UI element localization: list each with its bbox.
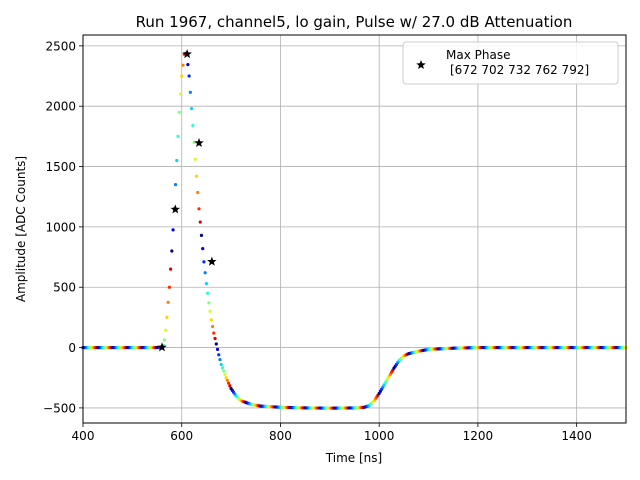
legend: Max Phase [672 702 732 762 792]	[402, 41, 619, 85]
sample-point	[178, 92, 183, 96]
y-tick-label: −500	[43, 401, 76, 415]
sample-point	[225, 378, 229, 383]
sample-point	[176, 134, 180, 138]
sample-point	[167, 285, 171, 289]
sample-point	[162, 338, 167, 342]
sample-point	[180, 74, 184, 78]
sample-point	[208, 309, 212, 313]
sample-point	[228, 384, 232, 388]
max-phase-markers	[157, 49, 217, 352]
sample-point	[171, 228, 175, 232]
sample-point	[196, 190, 200, 195]
sample-point	[169, 267, 173, 271]
y-tick-label: 1000	[45, 220, 76, 234]
max-phase-star	[182, 49, 192, 59]
grid	[82, 35, 626, 423]
scatter-points	[81, 51, 628, 410]
sample-point	[202, 260, 206, 264]
sample-point	[203, 271, 207, 275]
y-tick-label: 500	[53, 281, 76, 295]
y-tick-label: 2000	[45, 100, 76, 114]
sample-point	[192, 140, 196, 145]
sample-point	[217, 353, 221, 357]
sample-point	[177, 110, 181, 114]
max-phase-star	[157, 342, 167, 352]
max-phase-star	[194, 138, 204, 148]
sample-point	[212, 331, 216, 335]
max-phase-star	[170, 204, 181, 214]
sample-point	[199, 233, 204, 237]
x-tick-label: 1400	[561, 429, 592, 443]
sample-point	[210, 324, 215, 329]
sample-point	[207, 301, 211, 305]
sample-point	[190, 107, 194, 111]
sample-point	[227, 381, 231, 385]
legend-label-line2: [672 702 732 762 792]	[450, 63, 589, 77]
sample-point	[194, 174, 199, 178]
x-axis-label: Time [ns]	[325, 451, 382, 465]
legend-label-line1: Max Phase	[446, 48, 510, 62]
sample-point	[193, 157, 197, 161]
y-tick-label: 2500	[45, 39, 76, 53]
y-axis-label: Amplitude [ADC Counts]	[14, 156, 28, 302]
sample-point	[165, 315, 169, 319]
x-tick-label: 400	[72, 429, 95, 443]
sample-point	[209, 318, 213, 322]
sample-point	[197, 207, 201, 211]
sample-point	[191, 123, 195, 128]
max-phase-star	[207, 256, 217, 266]
sample-point	[198, 220, 202, 224]
y-tick-label: 0	[68, 341, 76, 355]
sample-point	[173, 183, 178, 187]
y-axis-ticks: −500 0 500 1000 1500 2000 2500	[43, 39, 83, 415]
sample-point	[201, 247, 205, 251]
legend-box	[402, 41, 619, 85]
sample-point	[220, 366, 225, 370]
sample-point	[223, 372, 227, 377]
x-tick-label: 800	[269, 429, 292, 443]
x-tick-label: 1000	[364, 429, 395, 443]
sample-point	[206, 291, 210, 295]
sample-point	[181, 63, 185, 67]
sample-point	[187, 74, 191, 78]
sample-point	[188, 90, 192, 94]
sample-point	[218, 358, 222, 362]
sample-point	[213, 336, 217, 341]
sample-point	[164, 328, 168, 332]
sample-point	[214, 342, 218, 346]
sample-point	[204, 282, 209, 286]
sample-point	[186, 62, 190, 67]
x-tick-label: 600	[170, 429, 193, 443]
chart-title: Run 1967, channel5, lo gain, Pulse w/ 27…	[136, 13, 573, 31]
sample-point	[170, 249, 174, 253]
sample-point	[166, 300, 170, 304]
sample-point	[175, 158, 179, 163]
sample-point	[219, 362, 223, 367]
x-axis-ticks: 400 600 800 1000 1200 1400	[72, 423, 592, 443]
sample-point	[222, 369, 226, 373]
sample-point	[224, 376, 228, 380]
y-tick-label: 1500	[45, 160, 76, 174]
plot-frame	[82, 34, 627, 424]
x-tick-label: 1200	[463, 429, 494, 443]
sample-point	[215, 347, 220, 351]
legend-star-icon	[416, 60, 426, 70]
